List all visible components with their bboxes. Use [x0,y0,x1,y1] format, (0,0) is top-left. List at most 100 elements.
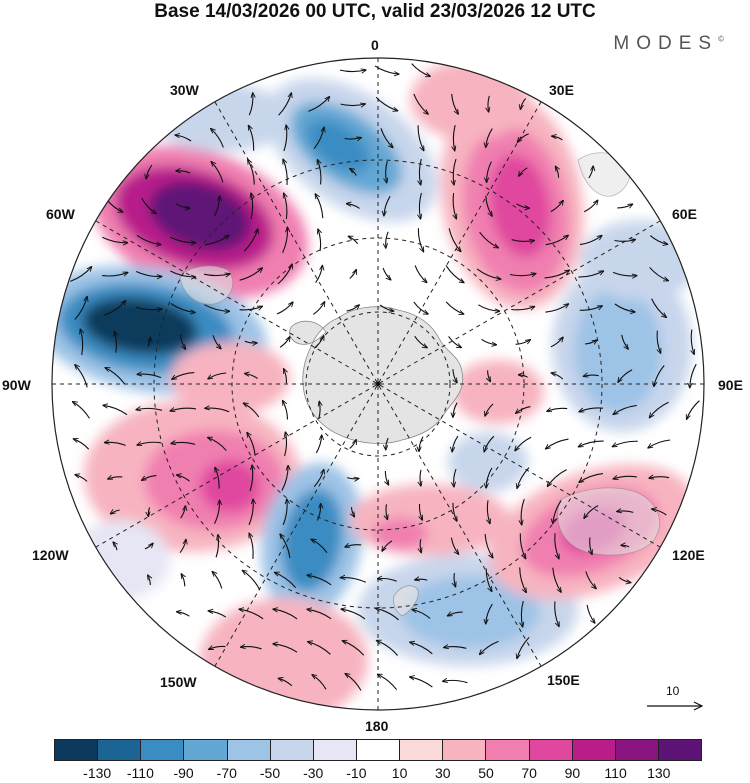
wind-arrow [73,439,90,450]
wind-arrow [215,467,220,489]
wind-arrow [554,533,559,559]
wind-arrow [657,330,661,354]
wind-arrow [584,505,599,519]
wind-arrow [649,401,669,417]
wind-arrow [239,609,264,620]
wind-arrow [415,579,428,580]
wind-arrow [452,369,457,383]
wind-arrow [555,166,558,178]
wind-arrow [311,539,328,554]
wind-arrow [141,198,156,213]
wind-arrow [515,340,531,345]
wind-arrow [481,338,497,344]
wind-arrow [579,473,604,483]
wind-arrow [614,303,635,312]
wind-arrow [170,270,195,277]
anomaly-patch [200,460,260,512]
wind-arrow [452,502,457,521]
lon-label-120e: 120E [672,547,705,563]
wind-arrow [648,439,671,448]
map-title: Base 14/03/2026 00 UTC, valid 23/03/2026… [154,1,596,22]
graticule [52,58,704,710]
wind-arrow [579,306,603,311]
wind-arrow [521,600,523,627]
wind-arrow [550,200,563,213]
wind-arrow [283,125,287,152]
wind-arrow [214,500,220,525]
lon-label-150w: 150W [160,674,197,690]
wind-arrow [110,510,120,514]
wind-arrow [375,608,399,621]
wind-arrow [177,612,190,617]
colorbar-box [658,740,702,760]
wind-arrow [341,609,366,620]
wind-arrow [382,267,391,280]
colorbar-box [529,740,573,760]
wind-arrow [345,674,362,691]
colorbar-tick-label: -130 [83,765,112,781]
wind-arrow [516,406,531,414]
wind-arrow [212,335,221,349]
wind-arrow [485,195,492,216]
wind-arrow [382,540,393,551]
wind-arrow [177,475,190,482]
wind-arrow [521,498,525,525]
lon-label-90e: 90E [718,377,743,393]
wind-arrow [346,478,359,479]
wind-arrow [452,435,459,452]
wind-arrow [612,271,637,276]
wind-arrow [486,603,493,624]
wind-arrow [170,408,197,411]
landmass-australia [557,487,660,556]
wind-arrow [350,169,357,176]
wind-arrow [175,203,190,209]
wind-arrow [478,304,499,311]
wind-arrow [181,574,185,587]
wind-arrow [517,637,530,658]
colorbar-tick-label: 130 [647,765,671,781]
wind-arrow [547,469,567,487]
wind-arrow [313,469,324,487]
wind-arrow [209,646,226,649]
wind-arrow [136,408,163,410]
wind-arrow [146,164,153,179]
wind-arrow [374,65,399,74]
wind-arrow [249,465,253,492]
wind-arrow [80,329,82,356]
wind-arrow [105,368,126,385]
wind-arrow [484,533,493,558]
wind-arrow [453,158,457,185]
wind-arrow [590,537,592,555]
wind-arrow [179,334,186,350]
wind-arrow [578,271,603,278]
wind-arrow [273,609,298,620]
wind-arrow [386,437,389,450]
wind-arrow [612,440,638,446]
wind-arrow [583,200,598,213]
wind-arrow [417,228,423,252]
wind-arrow [113,542,117,551]
wind-arrow [517,133,529,142]
wind-arrow [550,337,563,348]
wind-arrow [208,438,227,451]
wind-arrow [104,442,126,446]
wind-arrow [172,372,195,380]
wind-arrow [242,570,261,590]
map-boundary [51,57,705,711]
south-pole-marker [375,381,381,387]
wind-arrow [411,63,431,77]
colorbar-box [400,740,444,760]
wind-arrow [414,265,427,282]
colorbar-tick-label: 70 [521,765,537,781]
wind-arrow [70,267,91,282]
wind-arrow [544,270,570,279]
wind-arrow [579,235,602,246]
wind-arrow [691,329,694,355]
wind-arrow [454,573,456,587]
wind-arrow [413,93,428,114]
wind-arrow [551,373,564,380]
wind-arrow [204,235,229,246]
lon-label-120w: 120W [32,547,69,563]
colorbar-box [98,740,142,760]
wind-arrow [208,611,227,618]
